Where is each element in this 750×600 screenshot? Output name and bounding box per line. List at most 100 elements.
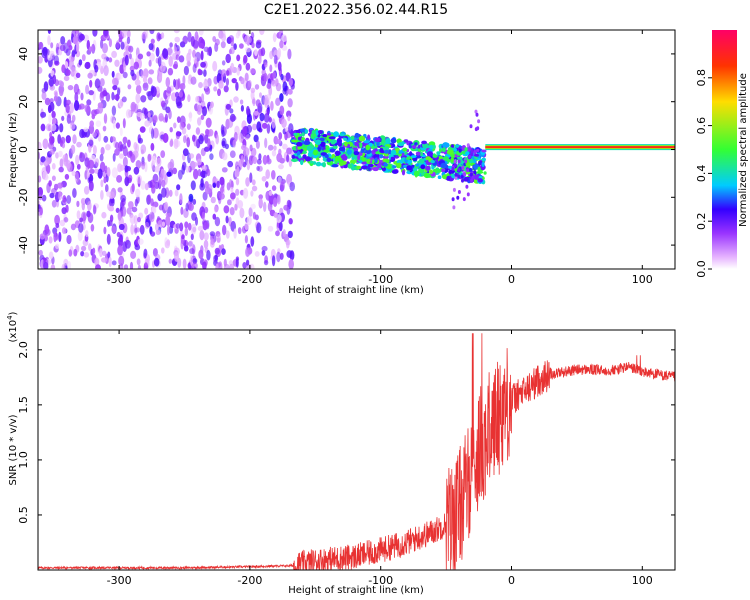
heatmap-cell — [134, 227, 138, 234]
heatmap-cell — [101, 257, 107, 263]
heatmap-cell — [87, 201, 92, 211]
heatmap-cell — [192, 134, 196, 142]
heatmap-cell — [275, 97, 281, 107]
heatmap-cell — [286, 147, 292, 155]
heatmap-cell — [68, 249, 73, 257]
heatmap-cell — [193, 168, 199, 180]
heatmap-cell — [140, 95, 147, 103]
heatmap-cell — [86, 99, 92, 106]
heatmap-cell — [250, 32, 255, 39]
heatmap-cell — [461, 165, 465, 170]
heatmap-cell — [88, 180, 94, 192]
heatmap-cell — [185, 165, 190, 173]
heatmap-cell — [278, 164, 284, 170]
heatmap-cell — [160, 150, 166, 159]
heatmap-cell — [460, 174, 464, 179]
heatmap-cell — [466, 192, 470, 197]
heatmap-cell — [265, 108, 269, 116]
heatmap-cell — [133, 61, 139, 70]
heatmap-cell — [395, 162, 402, 169]
heatmap-cell — [101, 53, 107, 60]
heatmap-cell — [262, 122, 268, 129]
heatmap-cell — [112, 85, 118, 91]
heatmap-cell — [89, 79, 93, 88]
heatmap-cell — [278, 221, 283, 232]
heatmap-cell — [200, 100, 206, 107]
heatmap-cell — [80, 92, 84, 101]
heatmap-cell — [225, 53, 231, 64]
heatmap-cell — [124, 176, 130, 187]
heatmap-cell — [291, 139, 298, 143]
heatmap-cell — [275, 82, 282, 92]
heatmap-cell — [179, 222, 184, 232]
heatmap-cell — [190, 233, 194, 240]
heatmap-cell — [48, 251, 54, 259]
heatmap-cell — [346, 155, 351, 159]
heatmap-cell — [50, 42, 54, 49]
heatmap-cell — [278, 132, 283, 140]
heatmap-cell — [276, 194, 281, 205]
spectrogram-ylabel: Frequency (Hz) — [8, 112, 19, 188]
heatmap-cell — [221, 60, 226, 66]
heatmap-cell — [361, 161, 368, 165]
heatmap-cell — [131, 183, 135, 193]
heatmap-cell — [75, 42, 80, 53]
heatmap-cell — [160, 61, 166, 73]
heatmap-cell — [358, 152, 363, 156]
heatmap-cell — [167, 224, 170, 236]
heatmap-cell — [58, 86, 64, 97]
heatmap-cell — [66, 114, 72, 124]
heatmap-cell — [103, 65, 109, 77]
heatmap-cell — [184, 227, 188, 236]
heatmap-cell — [315, 161, 322, 167]
heatmap-cell — [346, 149, 352, 155]
heatmap-cell — [197, 225, 204, 232]
heatmap-cell — [146, 91, 152, 97]
x-tick-label: 0 — [508, 273, 515, 286]
heatmap-cell — [390, 149, 397, 156]
heatmap-cell — [51, 110, 56, 119]
heatmap-cell — [121, 30, 128, 38]
heatmap-cell — [139, 126, 146, 133]
heatmap-cell — [192, 39, 199, 49]
heatmap-cell — [188, 111, 193, 123]
heatmap-cell — [457, 190, 461, 194]
y-tick-label: 0.5 — [17, 506, 30, 524]
heatmap-cell — [150, 85, 155, 94]
heatmap-cell — [48, 114, 52, 124]
heatmap-cell — [61, 115, 65, 121]
heatmap-cell — [120, 194, 127, 203]
heatmap-cell — [111, 70, 115, 78]
heatmap-cell — [221, 33, 227, 42]
heatmap-cell — [66, 136, 71, 143]
heatmap-cell — [332, 144, 338, 150]
heatmap-cell — [223, 263, 230, 269]
heatmap-cell — [243, 54, 248, 64]
heatmap-cell — [272, 32, 277, 43]
x-tick-label: 0 — [508, 574, 515, 587]
heatmap-cell — [328, 136, 336, 140]
heatmap-cell — [463, 176, 470, 182]
heatmap-cell — [313, 149, 318, 156]
heatmap-cell — [440, 162, 448, 169]
heatmap-cell — [134, 198, 138, 207]
heatmap-cell — [273, 54, 278, 65]
heatmap-cell — [288, 259, 294, 269]
heatmap-cell — [347, 163, 353, 169]
heatmap-cell — [40, 156, 46, 163]
heatmap-cell — [225, 230, 230, 239]
heatmap-cell — [186, 61, 192, 67]
heatmap-cell — [263, 113, 270, 123]
heatmap-cell — [461, 178, 464, 183]
heatmap-cell — [88, 243, 92, 251]
heatmap-cell — [116, 231, 121, 238]
heatmap-cell — [139, 224, 145, 235]
heatmap-cell — [77, 230, 83, 242]
heatmap-cell — [97, 102, 104, 109]
heatmap-cell — [79, 128, 85, 139]
heatmap-cell — [167, 161, 174, 171]
heatmap-cell — [186, 123, 191, 130]
heatmap-cell — [220, 179, 225, 189]
heatmap-cell — [179, 193, 183, 205]
